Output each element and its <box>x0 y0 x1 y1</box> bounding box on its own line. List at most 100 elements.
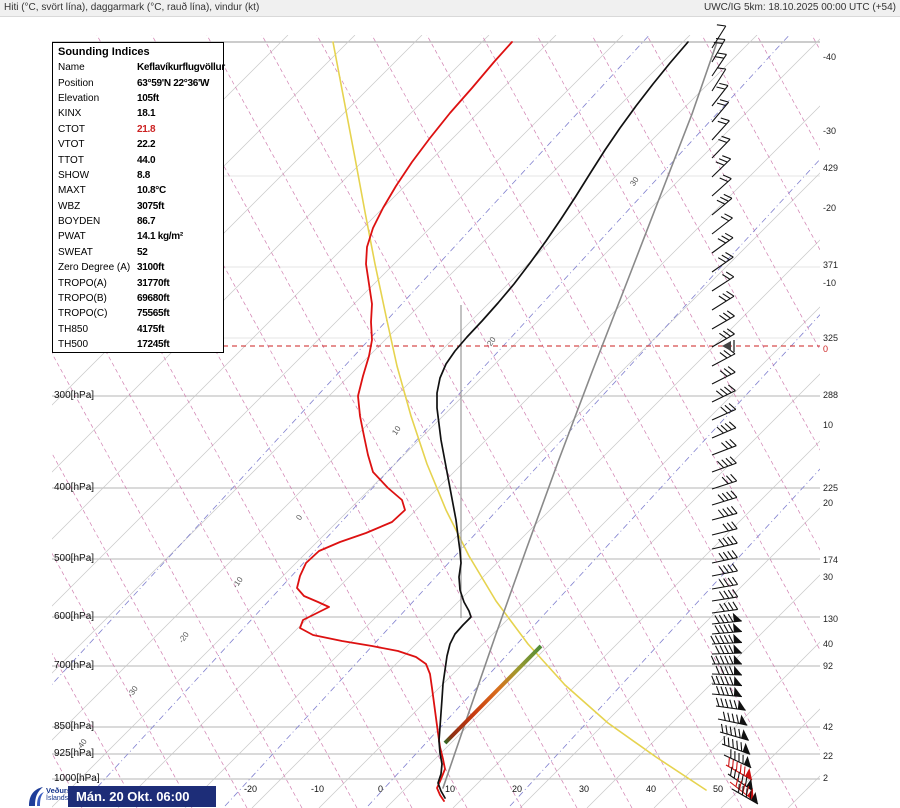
tropopause-marker <box>722 340 735 352</box>
indices-row: KINX 18.1 <box>53 106 223 121</box>
footer: Veðurstofa Íslands Mán. 20 Okt. 06:00 <box>0 784 900 808</box>
index-value: 4175ft <box>137 323 165 335</box>
index-value: 18.1 <box>137 108 156 120</box>
index-label: Elevation <box>58 92 100 104</box>
isotherm-line <box>855 35 900 808</box>
logo-line2: Íslands <box>46 795 69 802</box>
adiabat-line <box>591 35 820 451</box>
indices-row: SHOW 8.8 <box>53 168 223 183</box>
index-value: 69680ft <box>137 293 170 305</box>
wind-barb-flag <box>733 644 742 654</box>
indices-row: PWAT 14.1 kg/m² <box>53 229 223 244</box>
index-label: TH500 <box>58 339 89 351</box>
indices-row: VTOT 22.2 <box>53 137 223 152</box>
legend-text: Hiti (°C, svört lína), daggarmark (°C, r… <box>4 2 260 13</box>
index-label: KINX <box>58 108 82 120</box>
index-value: 3100ft <box>137 262 165 274</box>
wind-barb <box>711 490 738 506</box>
indices-row: TROPO(B) 69680ft <box>53 291 223 306</box>
yellow-adiabat-line <box>332 41 707 791</box>
index-label: CTOT <box>58 123 86 135</box>
indices-row: CTOT 21.8 <box>53 122 223 137</box>
index-label: PWAT <box>58 231 86 243</box>
valid-time-label: Mán. 20 Okt. 06:00 <box>68 786 216 807</box>
adiabat-line <box>811 35 820 51</box>
wind-barb <box>711 174 732 197</box>
index-label: VTOT <box>58 139 85 151</box>
index-label: SWEAT <box>58 246 93 258</box>
index-label: MAXT <box>58 185 86 197</box>
index-label: Name <box>58 62 85 74</box>
wind-barb <box>711 366 736 385</box>
adiabat-line <box>52 352 303 808</box>
index-value: 31770ft <box>137 277 170 289</box>
isotherm-line <box>519 507 820 808</box>
indices-row: SWEAT 52 <box>53 245 223 260</box>
wind-barb-flag <box>734 665 742 675</box>
wind-barb <box>711 384 736 403</box>
index-value: 21.8 <box>137 123 156 135</box>
wind-barb <box>723 749 752 769</box>
indices-row: TH850 4175ft <box>53 322 223 337</box>
wind-barb <box>711 624 742 635</box>
index-label: TROPO(B) <box>58 293 107 305</box>
isotherm-line <box>653 641 820 808</box>
logo-line1: Veðurstofa <box>46 786 85 795</box>
wind-barb <box>711 117 730 141</box>
temperature-curve <box>436 41 689 799</box>
wind-barb <box>711 328 735 348</box>
mixing-ratio-line <box>79 35 790 807</box>
wind-barb <box>711 347 736 367</box>
wind-barb <box>711 252 734 273</box>
wind-barb <box>711 213 733 235</box>
wind-barb-flag <box>733 623 742 633</box>
sounding-indices-box: Sounding Indices Name Keflavíkurflugvöllu… <box>52 42 225 354</box>
wind-barb <box>711 290 735 311</box>
wind-barb <box>711 52 727 77</box>
mixing-ratio-line <box>52 35 650 685</box>
index-value: 86.7 <box>137 216 156 228</box>
index-value: 17245ft <box>137 339 170 351</box>
model-run-text: UWC/IG 5km: 18.10.2025 00:00 UTC (+54) <box>703 2 896 13</box>
isotherm-line <box>52 35 758 741</box>
wind-barb-flag <box>739 714 748 726</box>
header-bar: Hiti (°C, svört lína), daggarmark (°C, r… <box>0 0 900 17</box>
index-label: BOYDEN <box>58 216 101 228</box>
met-office-logo: Veðurstofa Íslands <box>26 785 85 807</box>
indices-row: BOYDEN 86.7 <box>53 214 223 229</box>
wind-barb <box>711 38 726 63</box>
wind-barb <box>711 473 738 490</box>
indices-row: Elevation 105ft <box>53 91 223 106</box>
isotherm-line <box>52 35 557 540</box>
index-value: 10.8°C <box>137 185 166 197</box>
wind-barb <box>711 613 742 625</box>
index-label: TTOT <box>58 154 84 166</box>
indices-rows: Name Keflavíkurflugvöllur Position 63°59'N … <box>53 60 225 352</box>
gray-reference-line <box>442 41 718 789</box>
wind-barb <box>711 439 737 456</box>
adiabat-line <box>316 35 743 808</box>
isotherm-line <box>52 35 624 607</box>
isotherm-line <box>452 440 820 808</box>
indices-row: TROPO(C) 75565ft <box>53 306 223 321</box>
wind-barb <box>711 589 739 602</box>
wind-barb <box>731 783 759 805</box>
indices-row: TROPO(A) 31770ft <box>53 275 223 290</box>
index-value: 105ft <box>137 92 159 104</box>
mixing-ratio-line <box>509 468 820 807</box>
wind-barb <box>711 644 743 655</box>
indices-row: TH500 17245ft <box>53 337 223 352</box>
wind-barb <box>727 766 754 792</box>
index-label: WBZ <box>58 200 81 212</box>
indices-row: Name Keflavíkurflugvöllur <box>53 60 225 75</box>
wind-barb <box>711 310 735 330</box>
wind-barb-flag <box>742 742 751 755</box>
adiabat-line <box>756 35 820 151</box>
wind-barbs <box>710 24 759 805</box>
wind-barb <box>711 232 734 254</box>
wind-barb-flag <box>737 700 746 711</box>
wind-barb-flag <box>741 729 749 741</box>
wind-barb-flag <box>746 778 753 791</box>
adiabat-line <box>371 35 798 808</box>
wind-barb <box>717 711 748 726</box>
